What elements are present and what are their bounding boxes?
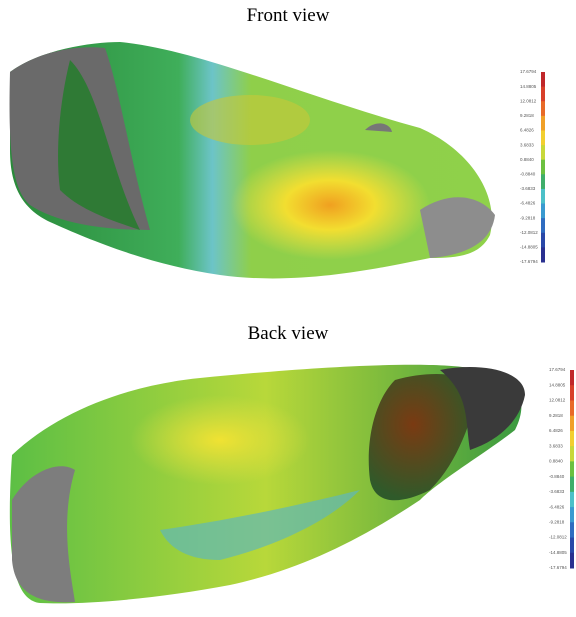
scale-segment xyxy=(541,174,545,189)
scale-label: 3.6833 xyxy=(549,443,563,448)
scale-segment xyxy=(541,87,545,102)
scale-label: -17.6794 xyxy=(549,565,567,570)
scale-label: 3.6833 xyxy=(520,142,534,147)
scale-label: 12.0812 xyxy=(549,398,566,403)
scale-label: -0.8840 xyxy=(549,474,565,479)
front-view-image xyxy=(10,42,495,278)
scale-segment xyxy=(570,522,574,538)
scale-label: 12.0812 xyxy=(520,98,537,103)
scale-segment xyxy=(541,101,545,116)
scale-segment xyxy=(570,538,574,554)
color-scale: 17.6794 14.8805 12.0812 9.2818 6.4826 3.6833 0… xyxy=(520,69,545,264)
scale-label: -14.8805 xyxy=(520,245,538,250)
scale-label: -0.8840 xyxy=(520,171,536,176)
scale-segment xyxy=(541,189,545,204)
panel-title: Back view xyxy=(248,323,329,344)
scale-label: -14.8805 xyxy=(549,550,567,555)
scale-label: -6.4826 xyxy=(520,201,536,206)
scale-label: 0.8840 xyxy=(549,459,563,464)
scale-label: -9.2818 xyxy=(520,215,536,220)
scale-segment xyxy=(570,416,574,432)
scale-segment xyxy=(541,204,545,219)
scale-segment xyxy=(570,553,574,569)
figure: Front view 17.6794 14.8805 12.0812 9.2818 6.… xyxy=(0,0,576,617)
color-scale: 17.6794 14.8805 12.0812 9.2818 6.4826 3.6833 0… xyxy=(549,367,574,570)
scale-segment xyxy=(570,385,574,401)
scale-segment xyxy=(570,446,574,462)
scale-label: 17.6794 xyxy=(549,367,566,372)
scale-segment xyxy=(541,72,545,87)
scale-segment xyxy=(570,477,574,493)
scale-segment xyxy=(541,145,545,160)
scale-label: -3.6833 xyxy=(520,186,536,191)
scale-segment xyxy=(541,218,545,233)
scale-segment xyxy=(541,160,545,175)
scale-segment xyxy=(570,461,574,477)
scale-segment xyxy=(541,130,545,145)
scale-label: 9.2818 xyxy=(549,413,563,418)
scale-segment xyxy=(570,370,574,386)
scale-label: 6.4826 xyxy=(520,128,534,133)
scale-label: -12.0812 xyxy=(549,535,567,540)
scale-segment xyxy=(541,116,545,131)
scale-label: 0.8840 xyxy=(520,157,534,162)
scale-label: -6.4826 xyxy=(549,504,565,509)
scale-label: -17.6794 xyxy=(520,259,538,264)
scale-label: -12.0812 xyxy=(520,230,538,235)
scale-segment xyxy=(541,233,545,248)
scale-label: 9.2818 xyxy=(520,113,534,118)
panel-title: Front view xyxy=(247,5,330,26)
scale-label: 6.4826 xyxy=(549,428,563,433)
scale-segment xyxy=(570,507,574,523)
scale-segment xyxy=(570,431,574,447)
scale-label: 14.8805 xyxy=(520,84,537,89)
scale-segment xyxy=(541,247,545,262)
scale-label: -9.2818 xyxy=(549,519,565,524)
scale-label: -3.6833 xyxy=(549,489,565,494)
scale-segment xyxy=(570,400,574,416)
back-view-image xyxy=(10,365,525,604)
scale-label: 17.6794 xyxy=(520,69,537,74)
scale-segment xyxy=(570,492,574,508)
scale-label: 14.8805 xyxy=(549,382,566,387)
